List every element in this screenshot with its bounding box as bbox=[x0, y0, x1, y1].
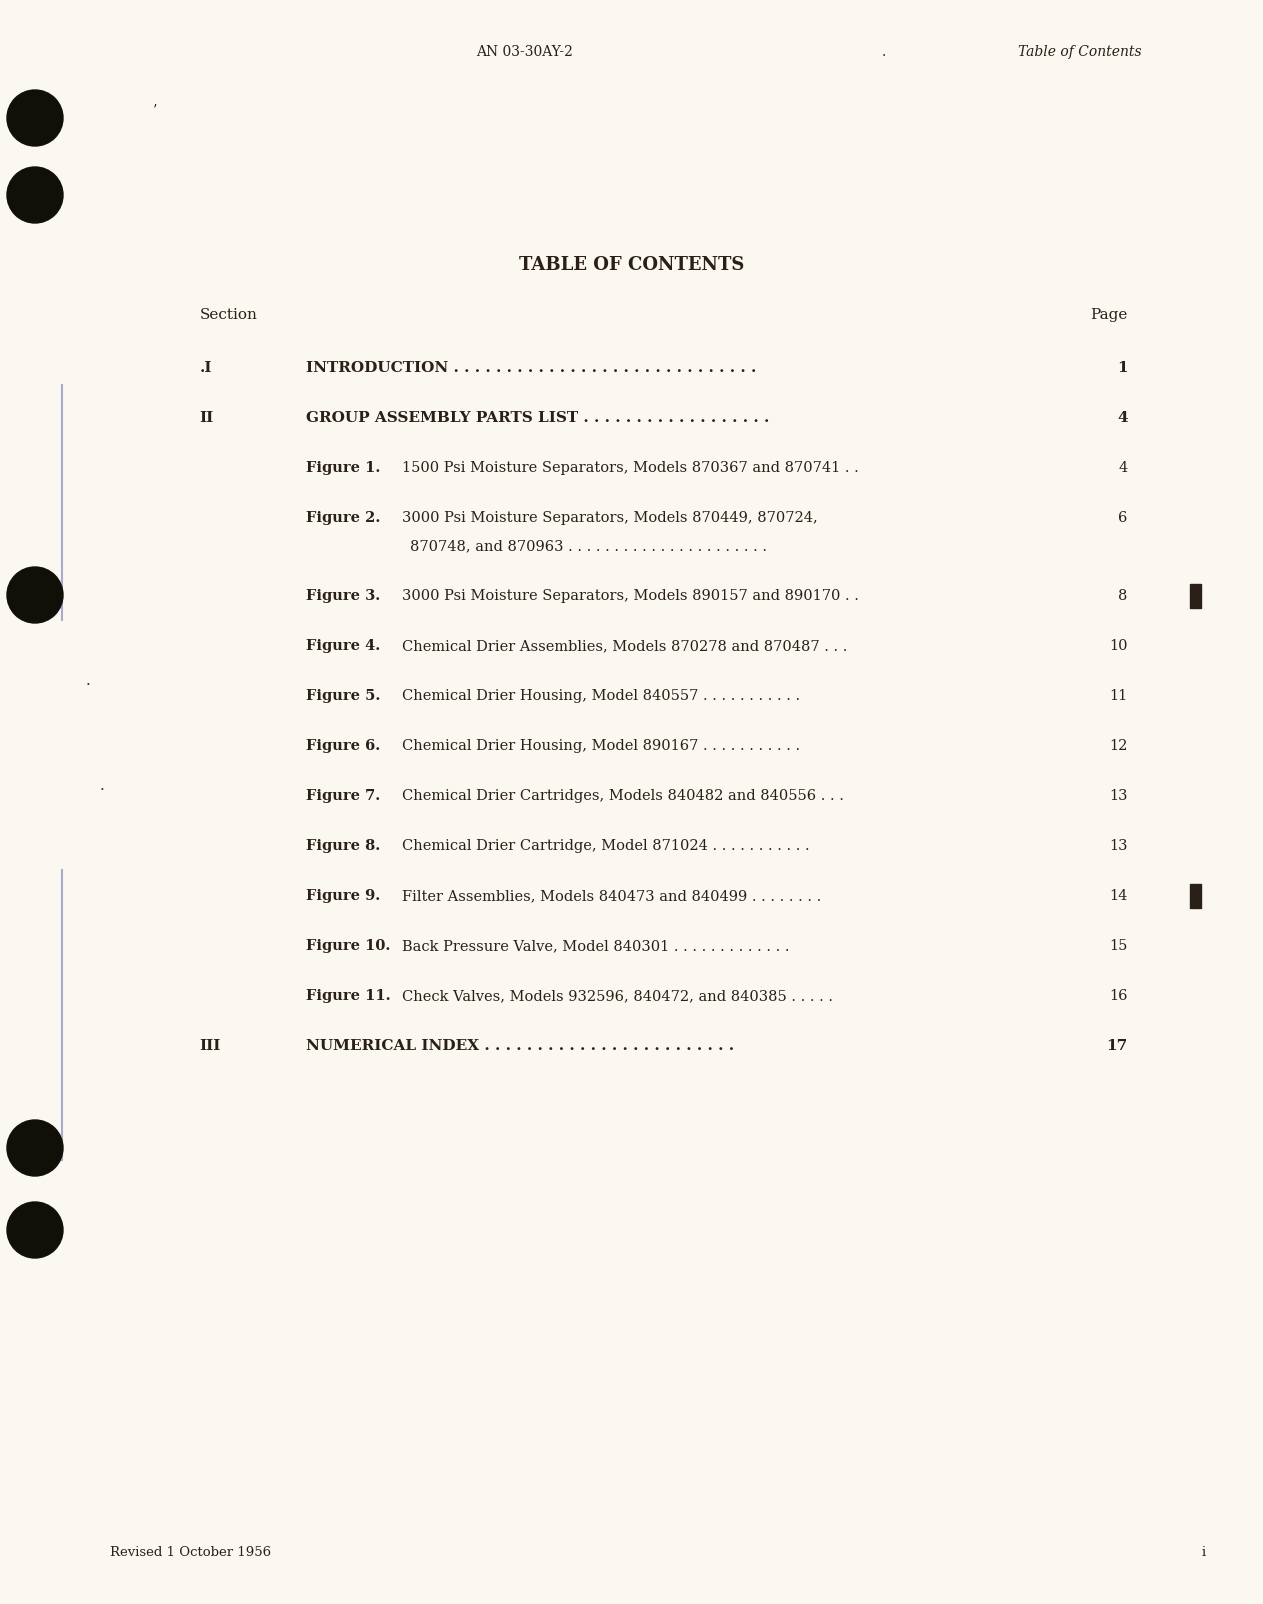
Text: Figure 11.: Figure 11. bbox=[306, 990, 390, 1002]
Circle shape bbox=[8, 167, 63, 223]
Text: 8: 8 bbox=[1119, 589, 1128, 603]
Text: ·: · bbox=[100, 783, 105, 797]
Text: Figure 2.: Figure 2. bbox=[306, 512, 380, 525]
Text: Chemical Drier Cartridges, Models 840482 and 840556 . . .: Chemical Drier Cartridges, Models 840482… bbox=[402, 789, 844, 804]
Text: II: II bbox=[200, 411, 213, 425]
Circle shape bbox=[8, 90, 63, 146]
Text: Figure 9.: Figure 9. bbox=[306, 889, 380, 903]
Text: 4: 4 bbox=[1118, 411, 1128, 425]
Text: .I: .I bbox=[200, 361, 212, 375]
Text: 870748, and 870963 . . . . . . . . . . . . . . . . . . . . . .: 870748, and 870963 . . . . . . . . . . .… bbox=[409, 539, 767, 553]
Text: III: III bbox=[200, 1039, 221, 1052]
Text: i: i bbox=[1202, 1546, 1206, 1559]
Text: NUMERICAL INDEX . . . . . . . . . . . . . . . . . . . . . . . .: NUMERICAL INDEX . . . . . . . . . . . . … bbox=[306, 1039, 734, 1052]
Text: Section: Section bbox=[200, 308, 258, 322]
Text: 17: 17 bbox=[1106, 1039, 1128, 1052]
Circle shape bbox=[8, 1120, 63, 1176]
Text: ’: ’ bbox=[153, 103, 157, 117]
Text: Chemical Drier Housing, Model 840557 . . . . . . . . . . .: Chemical Drier Housing, Model 840557 . .… bbox=[402, 690, 799, 703]
Text: Check Valves, Models 932596, 840472, and 840385 . . . . .: Check Valves, Models 932596, 840472, and… bbox=[402, 990, 832, 1002]
Text: 16: 16 bbox=[1109, 990, 1128, 1002]
Text: 3000 Psi Moisture Separators, Models 870449, 870724,: 3000 Psi Moisture Separators, Models 870… bbox=[402, 512, 817, 525]
Text: Back Pressure Valve, Model 840301 . . . . . . . . . . . . .: Back Pressure Valve, Model 840301 . . . … bbox=[402, 938, 789, 953]
Text: 11: 11 bbox=[1110, 690, 1128, 703]
Text: ·: · bbox=[86, 678, 91, 691]
Text: Figure 1.: Figure 1. bbox=[306, 460, 380, 475]
Text: .: . bbox=[882, 45, 887, 59]
Text: 13: 13 bbox=[1109, 789, 1128, 804]
Bar bbox=[1190, 884, 1201, 908]
Text: 15: 15 bbox=[1109, 938, 1128, 953]
Text: 13: 13 bbox=[1109, 839, 1128, 853]
Text: Chemical Drier Assemblies, Models 870278 and 870487 . . .: Chemical Drier Assemblies, Models 870278… bbox=[402, 638, 847, 653]
Text: Table of Contents: Table of Contents bbox=[1018, 45, 1142, 59]
Text: Chemical Drier Cartridge, Model 871024 . . . . . . . . . . .: Chemical Drier Cartridge, Model 871024 .… bbox=[402, 839, 810, 853]
Text: Figure 3.: Figure 3. bbox=[306, 589, 380, 603]
Bar bbox=[1190, 584, 1201, 608]
Text: Figure 6.: Figure 6. bbox=[306, 739, 380, 752]
Text: 1500 Psi Moisture Separators, Models 870367 and 870741 . .: 1500 Psi Moisture Separators, Models 870… bbox=[402, 460, 859, 475]
Text: 4: 4 bbox=[1119, 460, 1128, 475]
Text: Filter Assemblies, Models 840473 and 840499 . . . . . . . .: Filter Assemblies, Models 840473 and 840… bbox=[402, 889, 821, 903]
Text: 14: 14 bbox=[1109, 889, 1128, 903]
Text: Figure 4.: Figure 4. bbox=[306, 638, 380, 653]
Text: 10: 10 bbox=[1109, 638, 1128, 653]
Text: Figure 7.: Figure 7. bbox=[306, 789, 380, 804]
Text: Page: Page bbox=[1090, 308, 1128, 322]
Text: INTRODUCTION . . . . . . . . . . . . . . . . . . . . . . . . . . . . .: INTRODUCTION . . . . . . . . . . . . . .… bbox=[306, 361, 757, 375]
Text: Figure 10.: Figure 10. bbox=[306, 938, 390, 953]
Text: Figure 5.: Figure 5. bbox=[306, 690, 380, 703]
Text: 3000 Psi Moisture Separators, Models 890157 and 890170 . .: 3000 Psi Moisture Separators, Models 890… bbox=[402, 589, 859, 603]
Text: 6: 6 bbox=[1119, 512, 1128, 525]
Text: GROUP ASSEMBLY PARTS LIST . . . . . . . . . . . . . . . . . .: GROUP ASSEMBLY PARTS LIST . . . . . . . … bbox=[306, 411, 769, 425]
Text: 1: 1 bbox=[1118, 361, 1128, 375]
Text: Chemical Drier Housing, Model 890167 . . . . . . . . . . .: Chemical Drier Housing, Model 890167 . .… bbox=[402, 739, 799, 752]
Text: Figure 8.: Figure 8. bbox=[306, 839, 380, 853]
Text: 12: 12 bbox=[1109, 739, 1128, 752]
Text: TABLE OF CONTENTS: TABLE OF CONTENTS bbox=[519, 257, 744, 274]
Circle shape bbox=[8, 566, 63, 622]
Text: AN 03-30AY-2: AN 03-30AY-2 bbox=[476, 45, 572, 59]
Circle shape bbox=[8, 1201, 63, 1258]
Text: Revised 1 October 1956: Revised 1 October 1956 bbox=[110, 1546, 272, 1559]
